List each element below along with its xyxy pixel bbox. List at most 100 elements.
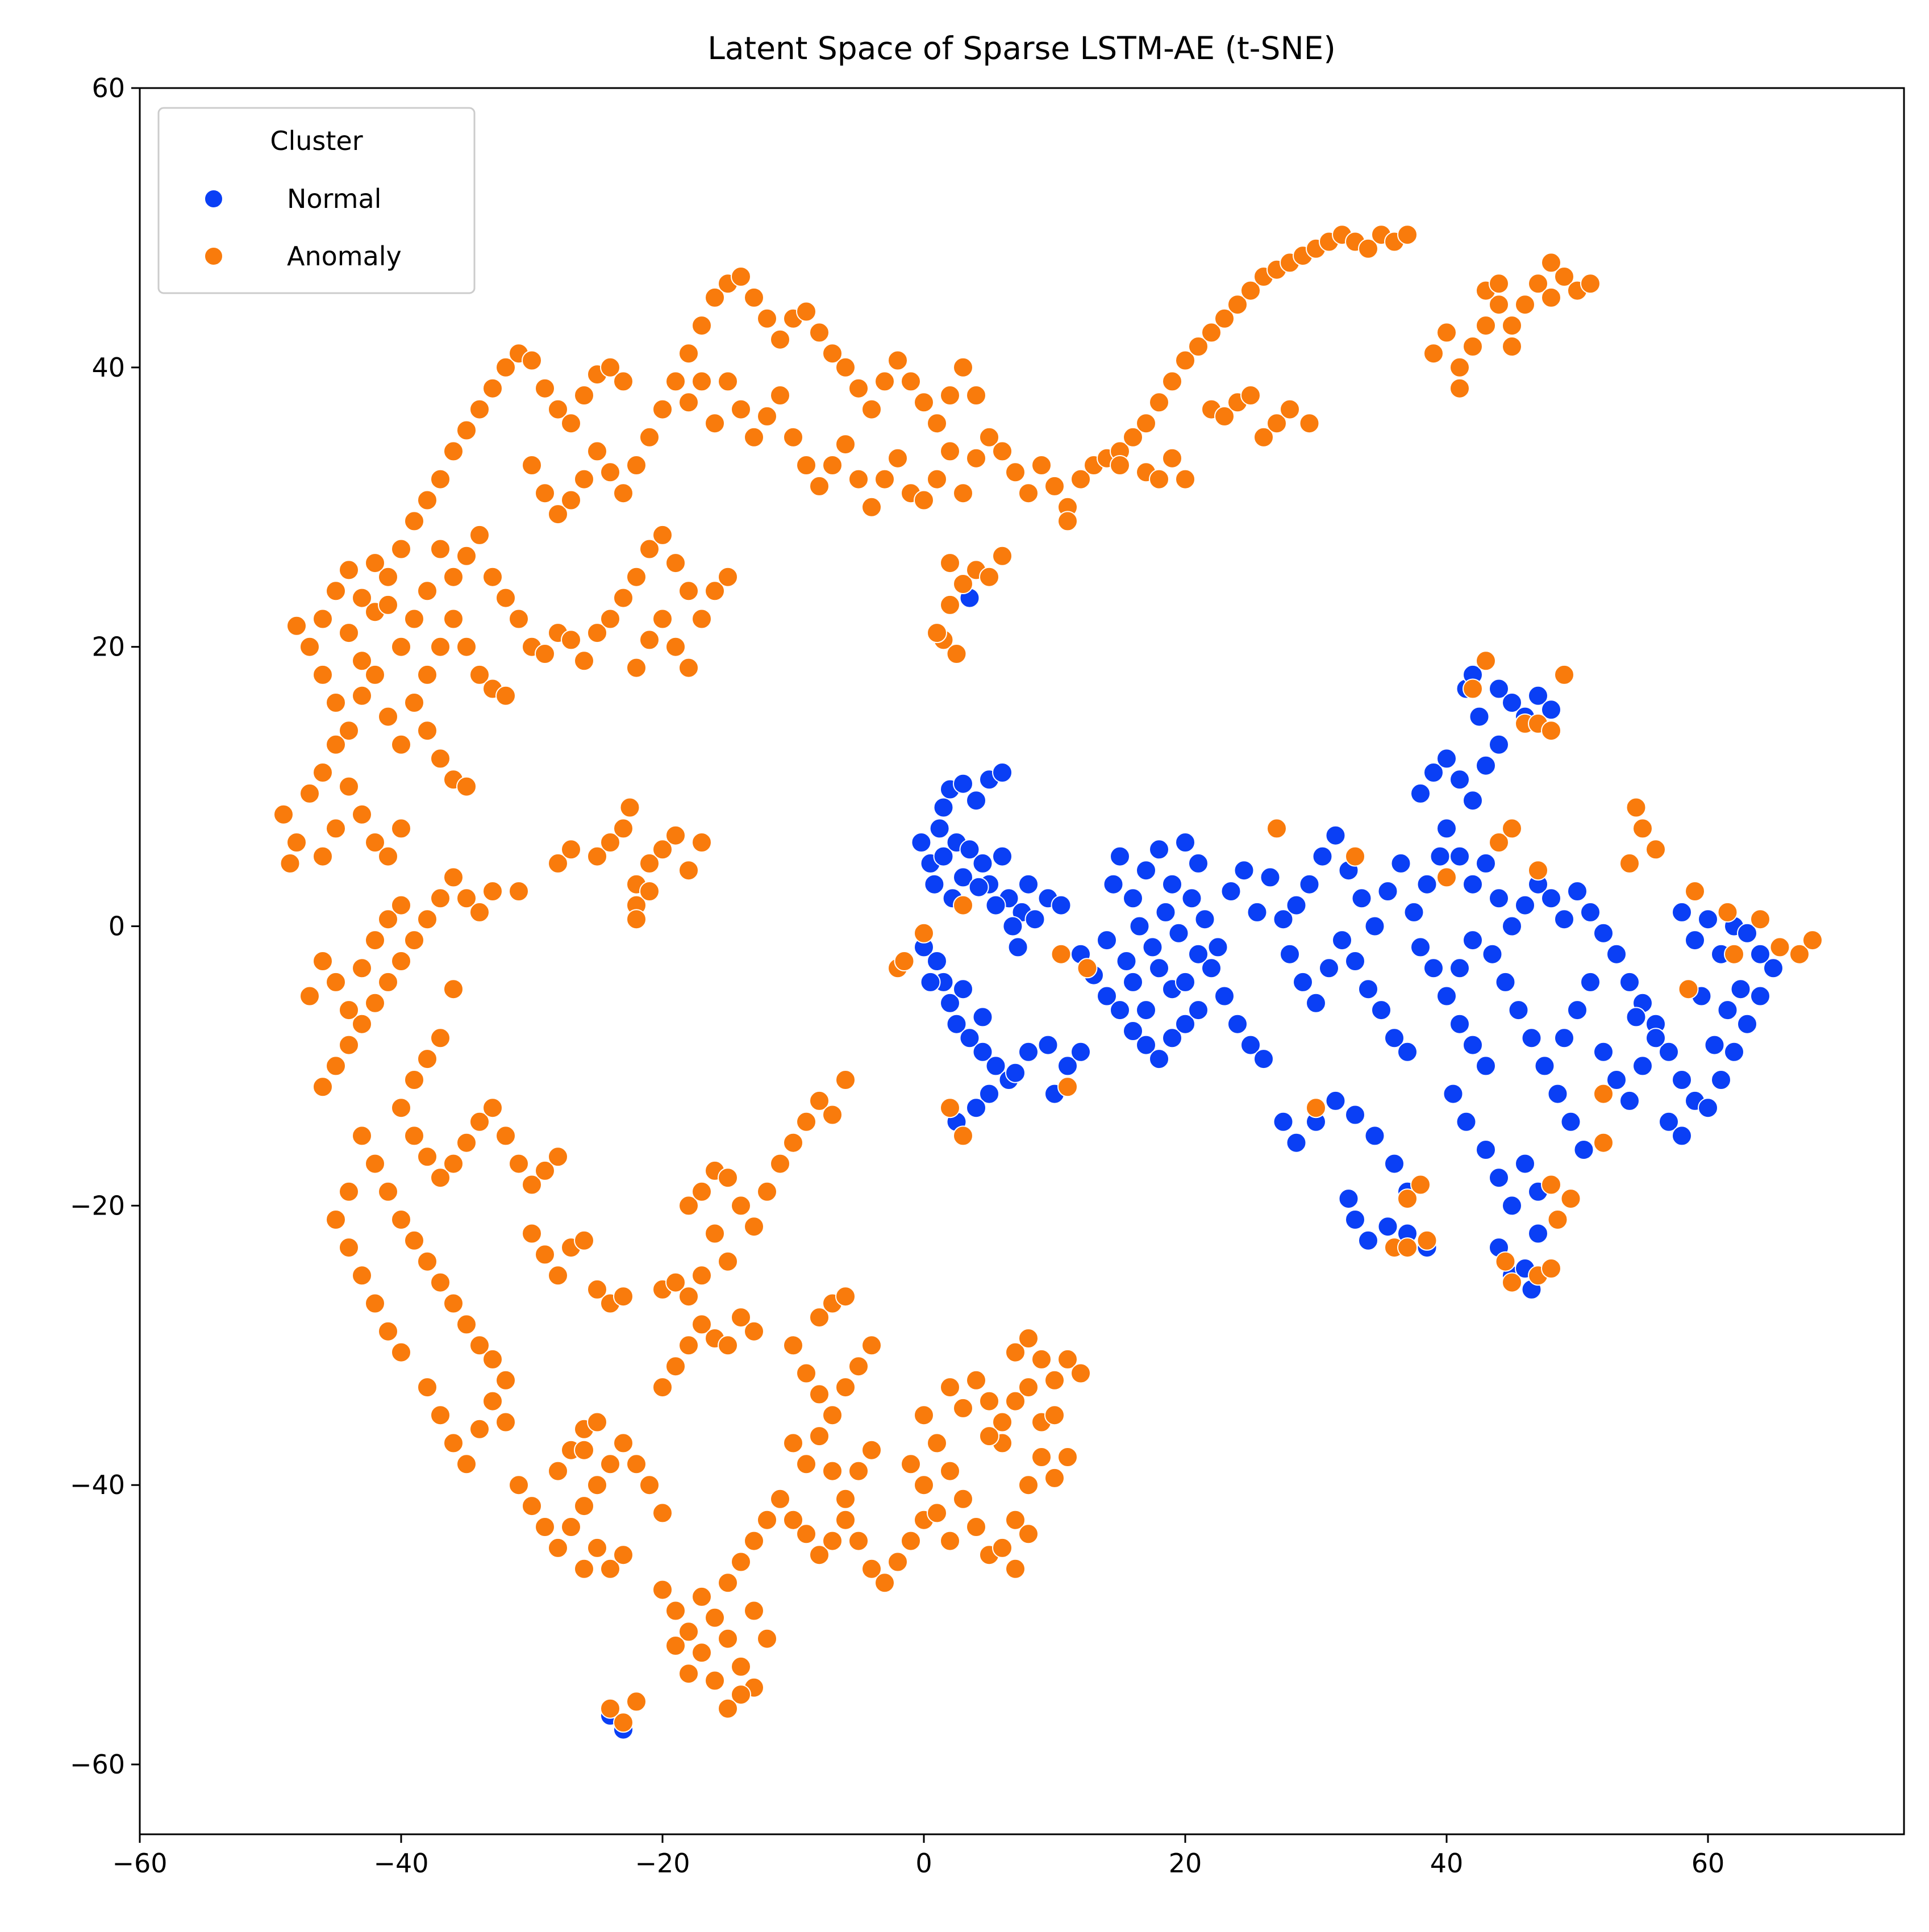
point-normal [1371, 1000, 1391, 1021]
point-anomaly [404, 692, 424, 713]
point-anomaly [744, 1530, 764, 1551]
point-anomaly [574, 1439, 594, 1461]
point-normal [1698, 1098, 1718, 1119]
point-anomaly [718, 566, 738, 587]
point-anomaly [966, 385, 986, 406]
point-anomaly [691, 315, 712, 336]
point-anomaly [626, 657, 647, 678]
point-anomaly [835, 1488, 856, 1509]
point-anomaly [404, 1125, 424, 1146]
point-anomaly [482, 881, 503, 902]
point-normal [933, 797, 954, 818]
point-anomaly [495, 685, 516, 706]
point-normal [1214, 986, 1235, 1007]
point-anomaly [1449, 357, 1470, 378]
point-anomaly [326, 581, 346, 602]
point-anomaly [313, 846, 333, 867]
point-anomaly [1495, 1251, 1516, 1272]
point-anomaly [796, 1454, 816, 1475]
point-anomaly [1717, 902, 1738, 923]
point-normal [1002, 916, 1023, 937]
point-anomaly [326, 734, 346, 755]
point-anomaly [1188, 336, 1209, 357]
point-normal [1416, 874, 1438, 895]
point-anomaly [639, 853, 660, 874]
legend-label-normal: Normal [287, 183, 381, 214]
point-normal [911, 832, 932, 853]
point-anomaly [1541, 720, 1561, 741]
point-normal [1463, 874, 1483, 895]
point-anomaly [1528, 860, 1548, 881]
point-anomaly [894, 951, 915, 971]
point-anomaly [443, 1293, 464, 1314]
point-normal [1515, 895, 1535, 916]
point-normal [1463, 790, 1483, 811]
point-anomaly [705, 581, 725, 602]
point-normal [1560, 1111, 1581, 1132]
point-anomaly [339, 623, 359, 644]
point-anomaly [678, 1335, 699, 1356]
point-anomaly [770, 329, 790, 350]
point-normal [1515, 1153, 1535, 1174]
point-anomaly [744, 1600, 764, 1621]
point-normal [1724, 1041, 1744, 1062]
point-normal [1051, 895, 1072, 916]
point-normal [1528, 685, 1548, 706]
point-anomaly [678, 860, 699, 881]
point-anomaly [888, 350, 908, 371]
point-anomaly [678, 392, 699, 413]
y-axis: 60 40 20 0 −20 −40 −60 [70, 73, 140, 1780]
point-anomaly [927, 469, 947, 490]
point-anomaly [1070, 1363, 1091, 1384]
point-anomaly [613, 1433, 634, 1454]
point-anomaly [522, 1174, 542, 1195]
point-anomaly [796, 455, 816, 475]
point-anomaly [652, 524, 673, 545]
point-anomaly [352, 958, 372, 979]
point-normal [972, 1041, 993, 1062]
point-anomaly [1018, 1475, 1039, 1496]
x-tick-label: 60 [1691, 1848, 1725, 1879]
point-anomaly [705, 287, 725, 308]
point-anomaly [535, 483, 555, 504]
point-anomaly [299, 986, 320, 1007]
point-normal [1293, 971, 1313, 992]
point-normal [1750, 986, 1770, 1007]
point-normal [972, 853, 993, 874]
point-normal [1489, 1167, 1509, 1188]
point-normal [1672, 1125, 1692, 1146]
point-anomaly [509, 881, 529, 902]
point-anomaly [1057, 1076, 1078, 1098]
point-anomaly [718, 1167, 738, 1188]
point-normal [1007, 937, 1028, 958]
point-anomaly [992, 1537, 1013, 1558]
point-normal [992, 762, 1013, 783]
point-anomaly [1018, 1328, 1039, 1349]
point-normal [920, 971, 941, 992]
point-anomaly [953, 357, 973, 378]
point-anomaly [1547, 1209, 1568, 1230]
point-anomaly [443, 441, 464, 462]
point-anomaly [391, 636, 411, 657]
point-anomaly [1044, 475, 1065, 496]
point-normal [1541, 699, 1561, 720]
point-normal [1711, 1070, 1731, 1090]
point-normal [1070, 1041, 1091, 1062]
point-anomaly [1463, 678, 1483, 699]
point-anomaly [914, 1475, 934, 1496]
point-anomaly [535, 644, 555, 664]
point-anomaly [352, 650, 372, 671]
point-anomaly [456, 1454, 477, 1475]
point-anomaly [757, 1509, 777, 1530]
point-anomaly [417, 581, 438, 602]
point-normal [1175, 971, 1195, 992]
point-anomaly [1593, 1083, 1614, 1104]
point-normal [1685, 930, 1705, 951]
point-anomaly [495, 1412, 516, 1433]
point-normal [953, 773, 973, 794]
point-anomaly [535, 1160, 555, 1181]
point-anomaly [744, 1321, 764, 1342]
point-normal [1463, 1034, 1483, 1055]
point-normal [1580, 902, 1601, 923]
point-anomaly [587, 1537, 607, 1558]
